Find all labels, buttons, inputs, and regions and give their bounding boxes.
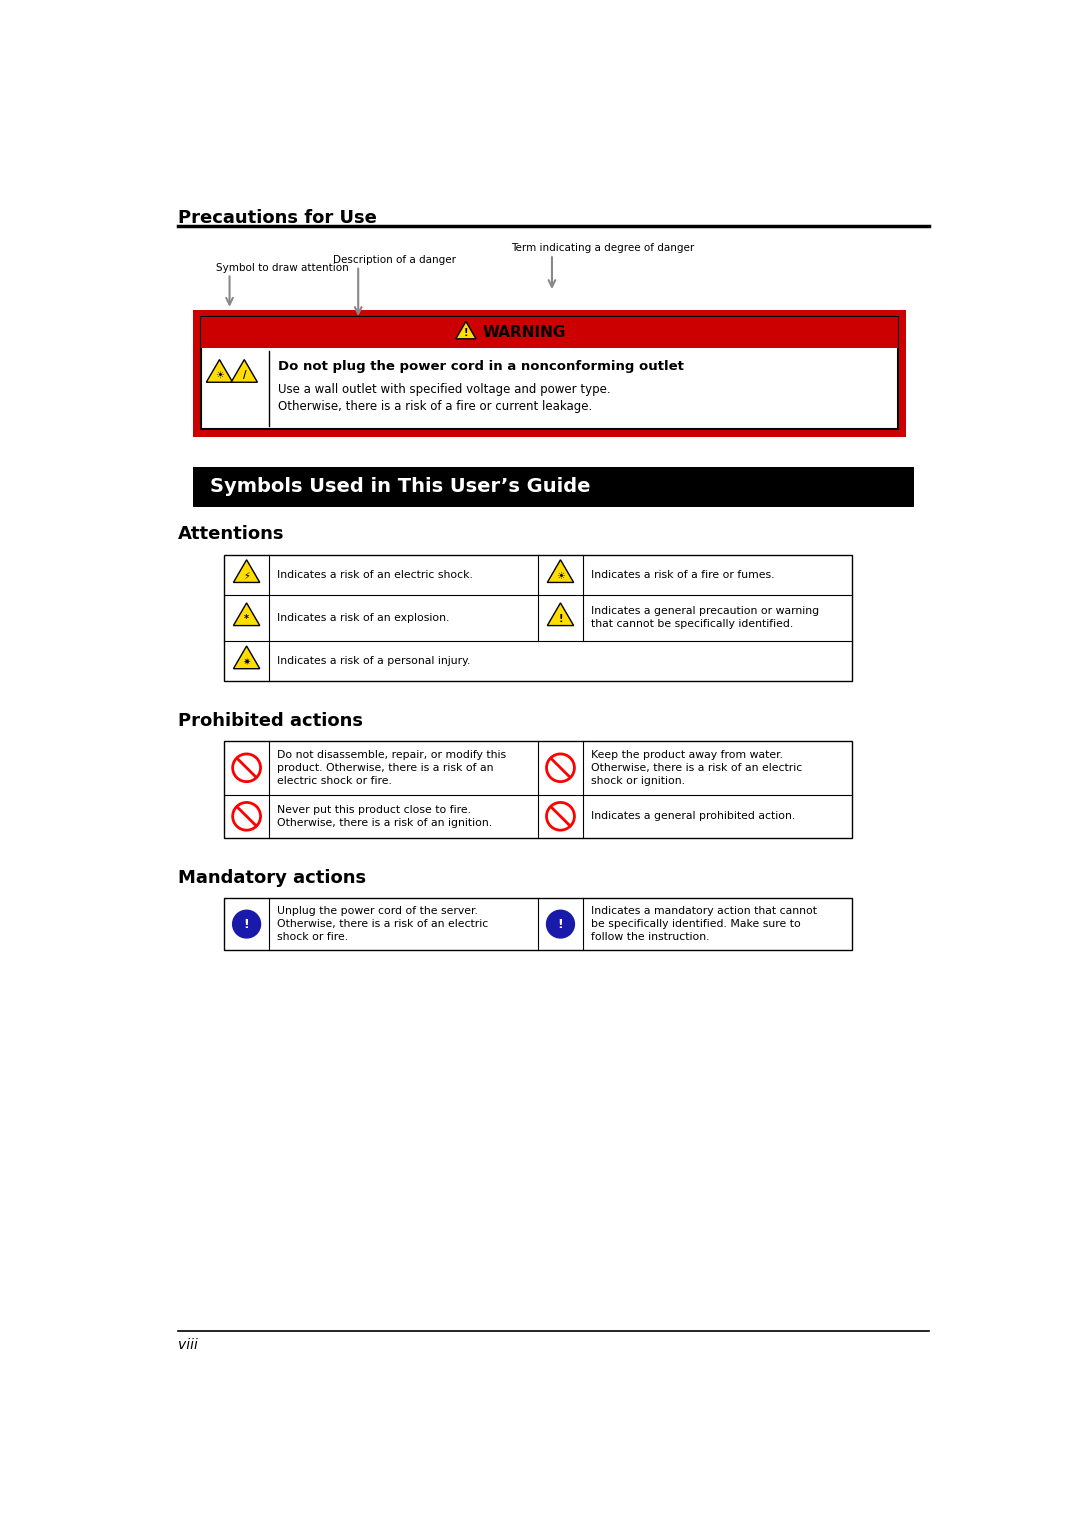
Text: Description of a danger: Description of a danger [333, 255, 456, 264]
Text: viii: viii [177, 1339, 198, 1352]
Text: Do not plug the power cord in a nonconforming outlet: Do not plug the power cord in a nonconfo… [279, 359, 685, 373]
Text: ✷: ✷ [243, 657, 251, 666]
Text: ☀: ☀ [215, 370, 224, 380]
Circle shape [546, 753, 575, 782]
Polygon shape [456, 321, 476, 339]
Text: Indicates a risk of a fire or fumes.: Indicates a risk of a fire or fumes. [591, 570, 774, 579]
Text: Indicates a mandatory action that cannot
be specifically identified. Make sure t: Indicates a mandatory action that cannot… [591, 906, 816, 943]
Text: Indicates a risk of an electric shock.: Indicates a risk of an electric shock. [276, 570, 473, 579]
Text: Attentions: Attentions [177, 526, 284, 544]
Text: Symbols Used in This User’s Guide: Symbols Used in This User’s Guide [211, 477, 591, 497]
Text: !: ! [558, 614, 563, 623]
Text: Prohibited actions: Prohibited actions [177, 712, 363, 729]
Circle shape [546, 802, 575, 830]
Polygon shape [233, 646, 260, 669]
FancyBboxPatch shape [193, 310, 906, 437]
Text: Use a wall outlet with specified voltage and power type.: Use a wall outlet with specified voltage… [279, 384, 611, 396]
Circle shape [232, 802, 260, 830]
Text: Term indicating a degree of danger: Term indicating a degree of danger [511, 243, 694, 254]
Text: Never put this product close to fire.
Otherwise, there is a risk of an ignition.: Never put this product close to fire. Ot… [276, 805, 492, 828]
FancyBboxPatch shape [225, 555, 852, 681]
Text: Unplug the power cord of the server.
Otherwise, there is a risk of an electric
s: Unplug the power cord of the server. Oth… [276, 906, 488, 943]
FancyBboxPatch shape [201, 318, 899, 429]
Text: Symbol to draw attention: Symbol to draw attention [216, 263, 349, 272]
Text: !: ! [557, 918, 564, 931]
Text: WARNING: WARNING [483, 325, 566, 341]
Text: Do not disassemble, repair, or modify this
product. Otherwise, there is a risk o: Do not disassemble, repair, or modify th… [276, 750, 505, 785]
Text: /: / [243, 370, 246, 380]
Text: *: * [244, 614, 249, 623]
FancyBboxPatch shape [201, 318, 899, 348]
Polygon shape [233, 604, 260, 625]
Circle shape [546, 911, 575, 938]
Polygon shape [548, 559, 573, 582]
Polygon shape [206, 359, 232, 382]
Circle shape [232, 753, 260, 782]
Text: !: ! [244, 918, 249, 931]
Polygon shape [233, 559, 260, 582]
Text: Indicates a general precaution or warning
that cannot be specifically identified: Indicates a general precaution or warnin… [591, 607, 819, 630]
Text: ☀: ☀ [556, 570, 565, 581]
Polygon shape [231, 359, 257, 382]
Text: Indicates a risk of an explosion.: Indicates a risk of an explosion. [276, 613, 449, 622]
Polygon shape [548, 604, 573, 625]
FancyBboxPatch shape [225, 741, 852, 837]
FancyBboxPatch shape [193, 466, 914, 507]
Text: Indicates a risk of a personal injury.: Indicates a risk of a personal injury. [276, 656, 470, 666]
Text: !: ! [463, 329, 468, 338]
Circle shape [232, 911, 260, 938]
Text: Precautions for Use: Precautions for Use [177, 209, 377, 226]
Text: Mandatory actions: Mandatory actions [177, 868, 366, 886]
Text: Otherwise, there is a risk of a fire or current leakage.: Otherwise, there is a risk of a fire or … [279, 400, 593, 413]
FancyBboxPatch shape [225, 898, 852, 950]
Text: Keep the product away from water.
Otherwise, there is a risk of an electric
shoc: Keep the product away from water. Otherw… [591, 750, 802, 785]
Text: ⚡: ⚡ [243, 570, 251, 581]
Text: Indicates a general prohibited action.: Indicates a general prohibited action. [591, 811, 795, 822]
